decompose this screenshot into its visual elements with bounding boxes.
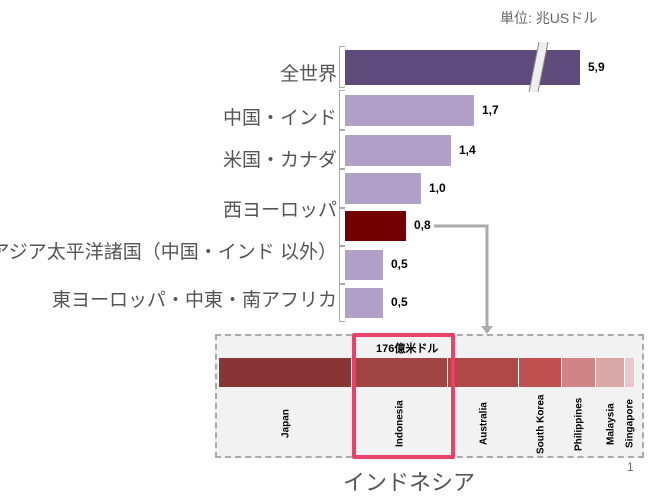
bar bbox=[345, 95, 474, 126]
value-label: 0,5 bbox=[391, 295, 408, 309]
bracket bbox=[339, 246, 345, 284]
country-segment bbox=[448, 358, 519, 387]
category-label: 中国・インド bbox=[222, 108, 337, 129]
bar bbox=[345, 211, 406, 241]
category-label: アジア太平洋諸国（中国・インド 以外） bbox=[0, 242, 337, 263]
bracket bbox=[339, 284, 345, 322]
value-label: 0,8 bbox=[414, 218, 431, 232]
category-label: 西ヨーロッパ bbox=[222, 200, 337, 221]
category-label: 全世界 bbox=[279, 64, 337, 85]
axis-break-icon bbox=[528, 42, 549, 92]
bracket bbox=[339, 90, 345, 130]
value-label: 1,7 bbox=[482, 102, 499, 117]
country-segment bbox=[352, 358, 448, 387]
value-label: 1,4 bbox=[459, 142, 476, 157]
country-segment bbox=[519, 358, 562, 387]
bar bbox=[345, 250, 383, 280]
category-label: 米国・カナダ bbox=[222, 150, 337, 171]
country-segment bbox=[596, 358, 625, 387]
bracket bbox=[339, 208, 345, 246]
indonesia-highlight-box bbox=[352, 333, 455, 459]
bracket bbox=[339, 168, 345, 208]
country-segment bbox=[625, 358, 635, 387]
country-segment bbox=[219, 358, 352, 387]
category-label: 東ヨーロッパ・中東・南アフリカ bbox=[51, 290, 337, 311]
breakdown-caption: インドネシア bbox=[343, 470, 476, 495]
bar bbox=[345, 135, 451, 166]
value-label: 1,0 bbox=[429, 180, 446, 195]
bar bbox=[345, 288, 383, 318]
value-label: 5,9 bbox=[588, 59, 605, 74]
value-label: 0,5 bbox=[391, 257, 408, 271]
bracket bbox=[339, 46, 345, 88]
page-number: 1 bbox=[627, 460, 634, 474]
breakdown-value-label: 176億米ドル bbox=[376, 343, 439, 355]
country-segment bbox=[562, 358, 596, 387]
bracket bbox=[339, 130, 345, 170]
unit-label: 単位: 兆USドル bbox=[500, 10, 598, 26]
bar bbox=[345, 173, 421, 204]
